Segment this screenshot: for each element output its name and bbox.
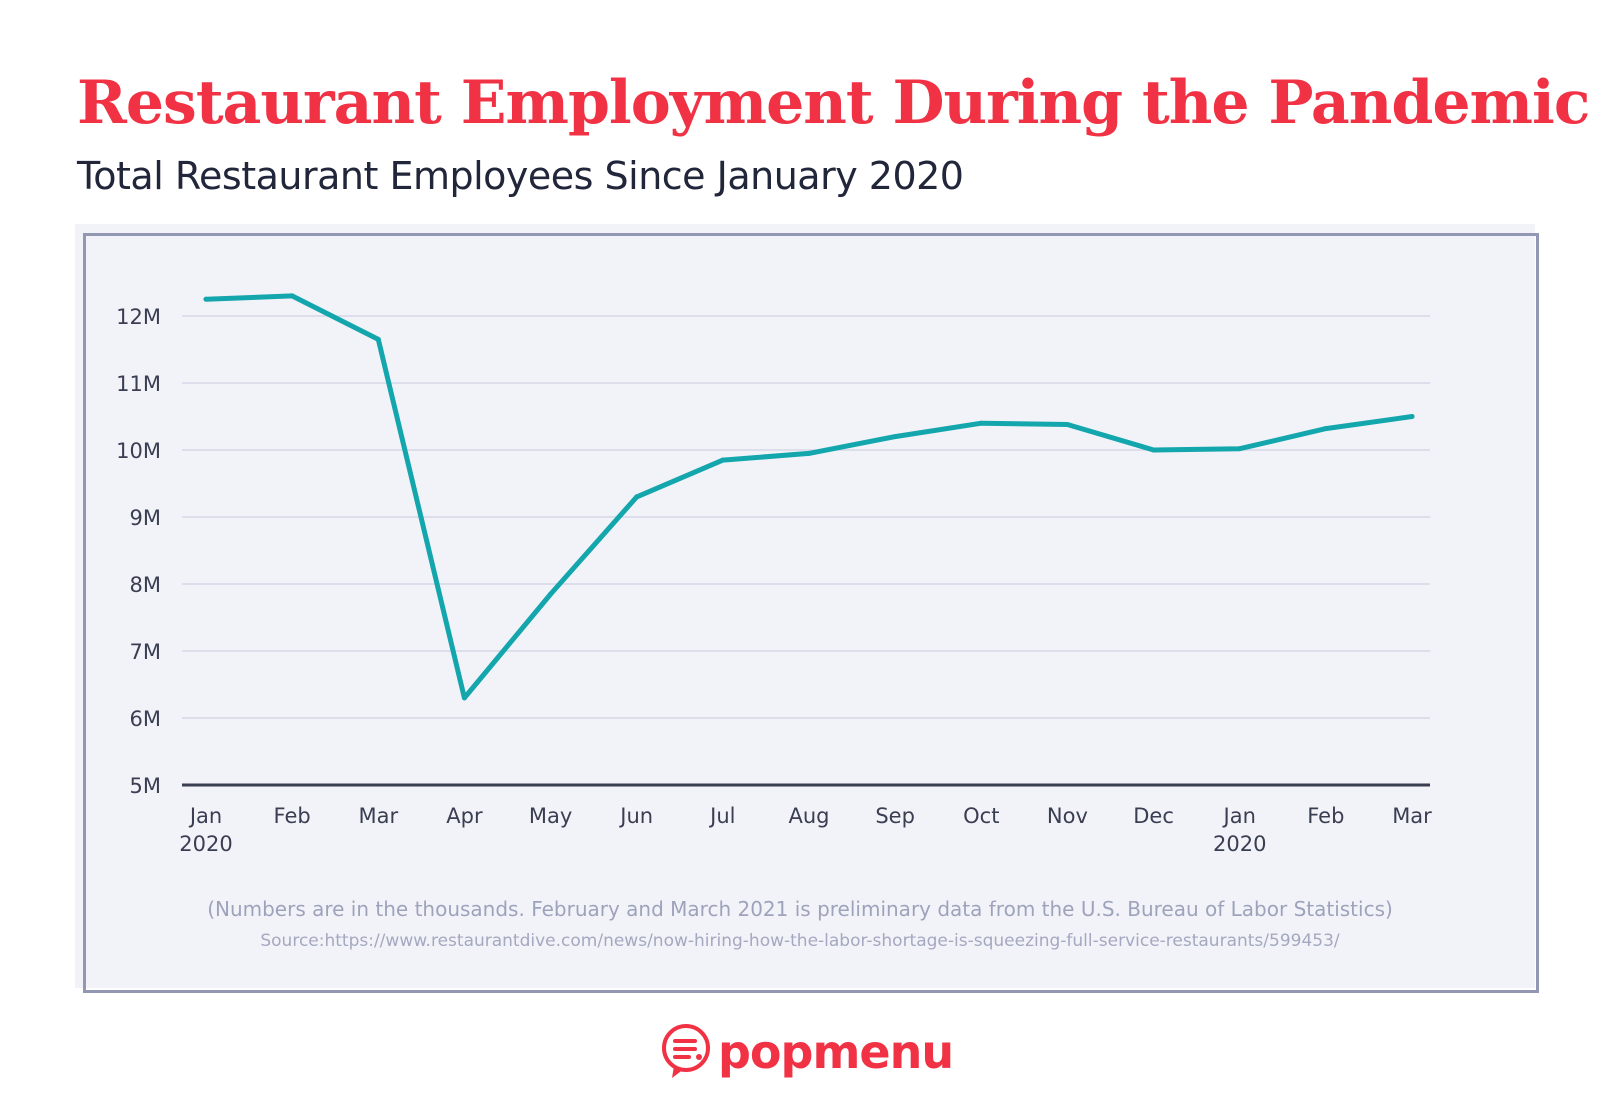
series-layer — [203, 293, 1415, 701]
data-point — [978, 420, 984, 426]
x-tick-label: Oct — [963, 804, 999, 828]
source-citation: Source:https://www.restaurantdive.com/ne… — [260, 931, 1340, 951]
x-tick-label: Mar — [1392, 804, 1432, 828]
data-point — [1064, 422, 1070, 428]
x-tick-label: Feb — [1307, 804, 1344, 828]
data-point — [1323, 426, 1329, 432]
x-tick-label: Jul — [708, 804, 735, 828]
x-tick-label: Mar — [358, 804, 398, 828]
x-tick-label: Jan — [1222, 804, 1256, 828]
x-tick-label: 2020 — [179, 832, 232, 856]
x-tick-label: Feb — [274, 804, 311, 828]
data-point — [1151, 447, 1157, 453]
gridlines — [182, 315, 1430, 719]
employment-series-line — [203, 293, 1415, 701]
logo-wordmark: popmenu — [718, 1025, 954, 1079]
data-point — [1409, 414, 1415, 419]
data-point — [720, 457, 726, 463]
chat-bubble-menu-icon — [662, 1024, 710, 1078]
chart-title: Restaurant Employment During the Pandemi… — [77, 68, 1590, 138]
chart-panel — [75, 224, 1535, 988]
data-point — [375, 336, 381, 342]
y-tick-label: 10M — [116, 439, 161, 463]
x-tick-label: May — [529, 804, 572, 828]
data-point — [548, 591, 554, 597]
chart-subtitle: Total Restaurant Employees Since January… — [77, 154, 964, 198]
y-tick-label: 6M — [130, 707, 161, 731]
x-tick-label: Aug — [788, 804, 829, 828]
x-axis-labels: Jan 2020 Feb Mar Apr May Jun Jul Aug Sep Oct Nov Dec… — [179, 804, 1432, 856]
x-tick-label: 2020 — [1213, 832, 1266, 856]
y-tick-label: 7M — [130, 640, 161, 664]
data-point — [634, 494, 640, 500]
x-tick-label: Sep — [875, 804, 915, 828]
x-tick-label: Dec — [1133, 804, 1174, 828]
x-tick-label: Nov — [1047, 804, 1088, 828]
y-axis-labels: 5M 6M 7M 8M 9M 10M 11M 12M — [116, 305, 161, 798]
y-tick-label: 8M — [130, 573, 161, 597]
x-tick-label: Apr — [446, 804, 483, 828]
y-tick-label: 12M — [116, 305, 161, 329]
data-point — [806, 450, 812, 456]
popmenu-logo: popmenu — [660, 1022, 954, 1082]
data-point — [461, 695, 467, 701]
y-tick-label: 9M — [130, 506, 161, 530]
data-point — [289, 293, 295, 299]
data-point — [203, 296, 209, 302]
chart-panel-border — [83, 233, 1539, 993]
data-note: (Numbers are in the thousands. February … — [207, 897, 1393, 921]
data-point — [1237, 446, 1243, 452]
data-point — [892, 434, 898, 440]
x-tick-label: Jun — [618, 804, 653, 828]
x-tick-label: Jan — [188, 804, 222, 828]
y-tick-label: 5M — [130, 774, 161, 798]
y-tick-label: 11M — [116, 372, 161, 396]
